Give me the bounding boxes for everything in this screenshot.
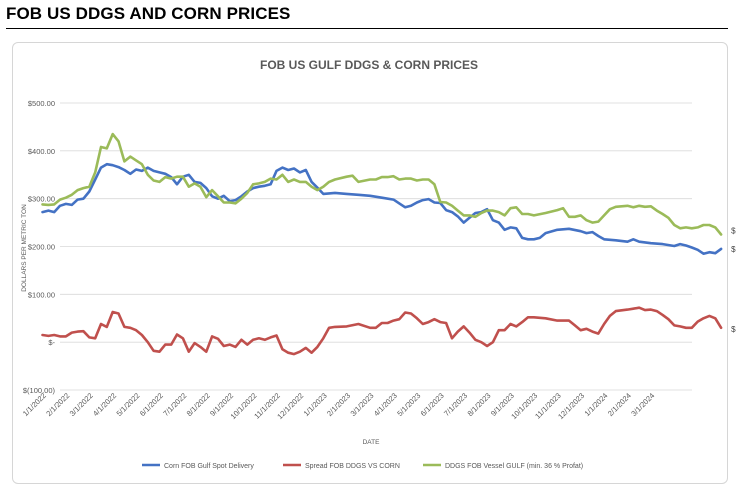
x-tick-label: 5/1/2023	[395, 391, 422, 418]
y-tick-label: $500.00	[28, 99, 55, 108]
end-value-label: $225.00	[731, 227, 736, 236]
chart-frame	[12, 42, 728, 484]
legend-label: Spread FOB DDGS VS CORN	[305, 463, 400, 470]
end-value-label: $30.03	[731, 325, 736, 334]
x-tick-label: 1/1/2022	[21, 391, 48, 418]
y-tick-label: $-	[48, 338, 55, 347]
y-tick-label: $400.00	[28, 147, 55, 156]
x-tick-label: 6/1/2023	[419, 391, 446, 418]
x-tick-label: 8/1/2023	[466, 391, 493, 418]
x-tick-label: 6/1/2022	[138, 391, 165, 418]
page-heading: FOB US DDGS AND CORN PRICES	[6, 4, 291, 23]
series-line	[41, 306, 723, 356]
legend-label: Corn FOB Gulf Spot Delivery	[164, 463, 254, 470]
x-tick-label: 3/1/2023	[349, 391, 376, 418]
y-axis-label: DOLLARS PER METRIC TON	[21, 204, 28, 292]
y-axis-ticks: $500.00 $400.00 $300.00 $200.00 $100.00 $- $(1…	[23, 99, 56, 395]
end-labels: $194.97 $30.03 $225.00	[731, 227, 736, 334]
y-tick-label: $100.00	[28, 290, 55, 299]
y-tick-label: $(100.00)	[23, 386, 56, 395]
x-tick-label: 8/1/2022	[185, 391, 212, 418]
x-tick-label: 2/1/2024	[606, 391, 633, 418]
x-tick-label: 7/1/2022	[161, 391, 188, 418]
legend-label: DDGS FOB Vessel GULF (min. 36 % Profat)	[445, 463, 583, 470]
x-tick-label: 4/1/2023	[372, 391, 399, 418]
legend: Corn FOB Gulf Spot Delivery Spread FOB DD…	[142, 463, 583, 470]
x-tick-label: 2/1/2022	[44, 391, 71, 418]
x-tick-label: 5/1/2022	[115, 391, 142, 418]
x-axis-label: DATE	[363, 439, 381, 446]
series-line	[41, 132, 723, 236]
chart-title: FOB US GULF DDGS & CORN PRICES	[260, 58, 478, 72]
x-tick-label: 7/1/2023	[442, 391, 469, 418]
heading-divider	[6, 28, 728, 29]
x-tick-label: 2/1/2023	[325, 391, 352, 418]
x-tick-label: 4/1/2022	[91, 391, 118, 418]
series-lines	[41, 132, 723, 356]
x-axis-ticks: 1/1/20222/1/20223/1/20224/1/20225/1/2022…	[21, 391, 656, 421]
x-tick-label: 3/1/2022	[68, 391, 95, 418]
gridlines	[60, 102, 692, 391]
series-line	[41, 162, 723, 255]
y-tick-label: $300.00	[28, 195, 55, 204]
end-value-label: $194.97	[731, 245, 736, 254]
y-tick-label: $200.00	[28, 243, 55, 252]
x-tick-label: 1/1/2023	[302, 391, 329, 418]
x-tick-label: 1/1/2024	[583, 391, 610, 418]
x-tick-label: 3/1/2024	[629, 391, 656, 418]
